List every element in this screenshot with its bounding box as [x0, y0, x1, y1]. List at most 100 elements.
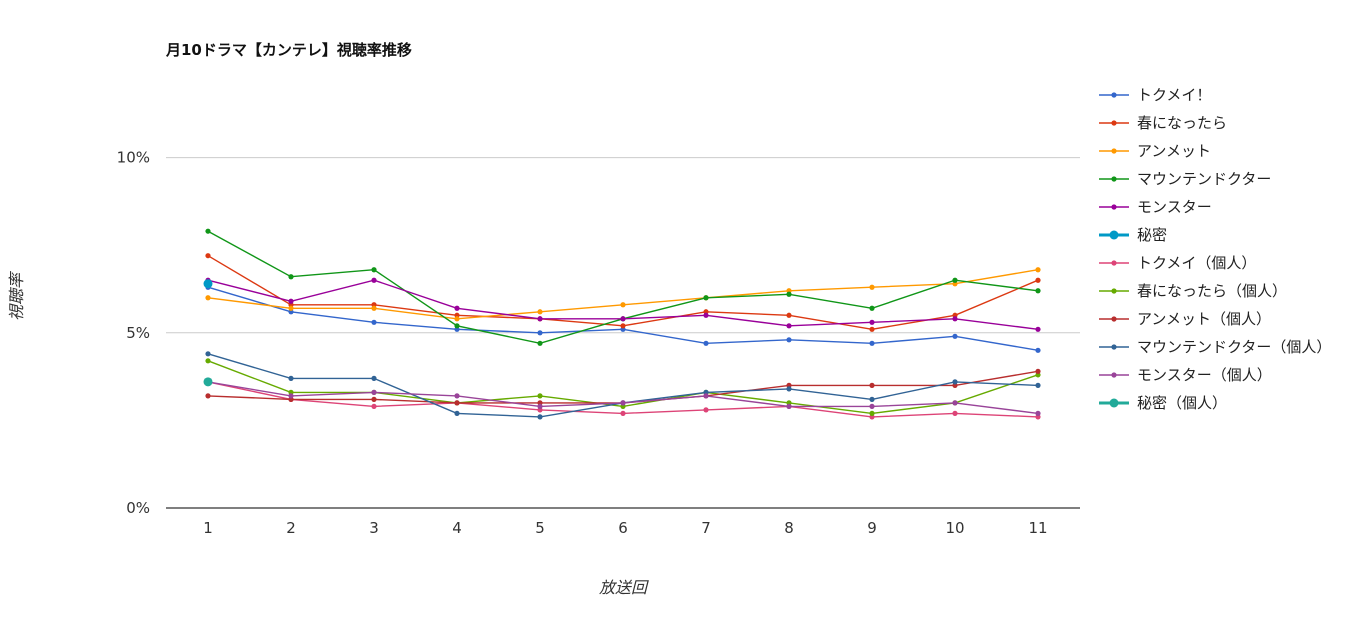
data-point: [869, 410, 875, 416]
data-point: [205, 295, 211, 301]
legend-item[interactable]: モンスター: [1099, 198, 1212, 216]
legend-swatch-marker: [1111, 148, 1117, 154]
x-tick-label: 1: [203, 519, 213, 537]
data-point: [869, 403, 875, 409]
data-point: [952, 410, 958, 416]
data-point: [454, 393, 460, 399]
legend-swatch-marker: [1111, 288, 1117, 294]
chart-title: 月10ドラマ【カンテレ】視聴率推移: [165, 41, 412, 59]
data-point: [371, 305, 377, 311]
data-point: [952, 277, 958, 283]
legend-item[interactable]: 秘密（個人）: [1099, 394, 1227, 412]
data-point: [454, 323, 460, 329]
data-point: [786, 323, 792, 329]
data-point: [786, 403, 792, 409]
legend-label: 春になったら: [1137, 114, 1227, 132]
legend-item[interactable]: トクメイ！: [1099, 86, 1211, 104]
data-point: [288, 393, 294, 399]
data-point: [371, 319, 377, 325]
data-point: [454, 400, 460, 406]
data-point: [786, 291, 792, 297]
legend-swatch-marker: [1111, 176, 1117, 182]
data-point: [537, 309, 543, 315]
legend-label: トクメイ！: [1137, 86, 1211, 104]
data-point: [703, 295, 709, 301]
x-tick-label: 8: [784, 519, 794, 537]
data-point: [703, 407, 709, 413]
data-point: [371, 403, 377, 409]
data-point: [869, 382, 875, 388]
data-point: [537, 330, 543, 336]
data-point: [371, 389, 377, 395]
data-point: [703, 312, 709, 318]
series-1: [205, 284, 1041, 353]
legend-item[interactable]: モンスター（個人）: [1099, 366, 1272, 384]
data-point: [288, 298, 294, 304]
series-12: [203, 377, 213, 387]
x-tick-label: 5: [535, 519, 545, 537]
series-8: [205, 358, 1041, 416]
data-point: [454, 410, 460, 416]
legend-item[interactable]: 春になったら（個人）: [1099, 282, 1287, 300]
data-point: [371, 267, 377, 273]
data-point: [1035, 368, 1041, 374]
series-11: [205, 379, 1041, 416]
legend-item[interactable]: アンメット: [1099, 142, 1211, 160]
data-point: [786, 386, 792, 392]
x-tick-label: 6: [618, 519, 628, 537]
axes: 0% 5% 10% 1 2 3 4 5 6 7 8 9 10 11: [117, 149, 1080, 537]
legend-label: アンメット: [1137, 142, 1211, 160]
data-point: [952, 316, 958, 322]
legend-item[interactable]: アンメット（個人）: [1099, 310, 1271, 328]
data-point: [620, 410, 626, 416]
x-tick-label: 3: [369, 519, 379, 537]
data-point: [371, 277, 377, 283]
legend-label: トクメイ（個人）: [1137, 254, 1256, 272]
legend-item[interactable]: マウンテンドクター: [1099, 170, 1271, 188]
data-point: [537, 393, 543, 399]
data-point: [869, 284, 875, 290]
y-tick-label: 5%: [126, 324, 150, 342]
series-9: [205, 368, 1041, 406]
data-point: [205, 253, 211, 259]
data-point: [205, 393, 211, 399]
data-point: [1035, 326, 1041, 332]
data-point: [869, 319, 875, 325]
data-point: [869, 396, 875, 402]
data-point: [869, 340, 875, 346]
legend-item[interactable]: 春になったら: [1099, 114, 1227, 132]
data-point: [952, 379, 958, 385]
data-point: [1035, 267, 1041, 273]
data-point: [454, 305, 460, 311]
legend-swatch-marker: [1111, 316, 1117, 322]
data-point: [537, 403, 543, 409]
data-point: [869, 305, 875, 311]
data-point: [288, 305, 294, 311]
legend-item[interactable]: 秘密: [1099, 226, 1167, 244]
data-point: [288, 375, 294, 381]
series-3: [205, 267, 1041, 322]
y-tick-label: 0%: [126, 499, 150, 517]
data-point: [203, 377, 213, 387]
x-tick-label: 11: [1028, 519, 1047, 537]
legend-item[interactable]: トクメイ（個人）: [1099, 254, 1256, 272]
data-point: [1035, 288, 1041, 294]
legend-label: マウンテンドクター: [1137, 170, 1271, 188]
data-point: [620, 323, 626, 329]
legend-item[interactable]: マウンテンドクター（個人）: [1099, 338, 1331, 356]
legend-swatch-marker: [1111, 372, 1117, 378]
data-point: [952, 333, 958, 339]
data-point: [1035, 347, 1041, 353]
legend-swatch-marker: [1111, 260, 1117, 266]
x-tick-label: 7: [701, 519, 711, 537]
y-tick-label: 10%: [117, 149, 150, 167]
data-point: [786, 337, 792, 343]
legend-label: モンスター: [1137, 198, 1212, 216]
x-axis-title: 放送回: [599, 578, 649, 597]
data-point: [288, 274, 294, 280]
legend-label: モンスター（個人）: [1137, 366, 1272, 384]
legend-label: 春になったら（個人）: [1137, 282, 1287, 300]
legend-swatch-marker: [1111, 204, 1117, 210]
data-point: [620, 400, 626, 406]
data-point: [703, 340, 709, 346]
